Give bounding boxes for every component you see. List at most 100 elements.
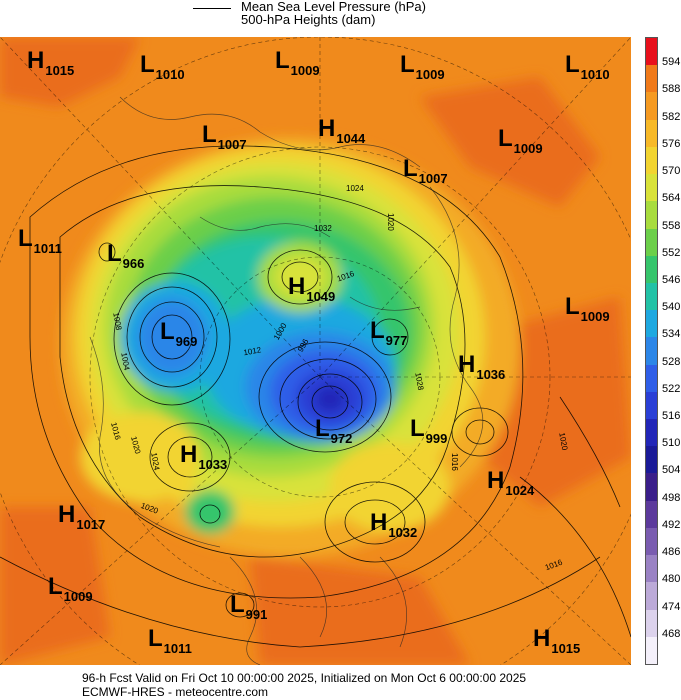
- high-pressure-label: H1015: [27, 47, 74, 78]
- pressure-center-value: 1044: [336, 131, 366, 146]
- colorbar-segment: [646, 228, 657, 257]
- colorbar-tick-label: 504: [662, 464, 681, 477]
- pressure-center-letter: L: [565, 51, 580, 78]
- coastlines: [89, 96, 484, 665]
- high-pressure-label: H1049: [288, 273, 335, 304]
- model-source: ECMWF-HRES - meteocentre.com: [82, 685, 269, 699]
- colorbar-segment: [646, 473, 657, 502]
- colorbar-segment: [646, 500, 657, 529]
- pressure-center-letter: H: [458, 351, 476, 378]
- low-pressure-label: L1009: [498, 125, 543, 156]
- high-pressure-label: H1033: [180, 441, 227, 472]
- pressure-center-letter: L: [410, 415, 425, 442]
- colorbar-tick-label: 468: [662, 627, 681, 640]
- low-pressure-label: L999: [410, 415, 447, 446]
- colorbar-tick-label: 546: [662, 273, 681, 286]
- contour-label: 1016: [450, 453, 459, 471]
- low-pressure-label: L1007: [202, 121, 247, 152]
- high-pressure-label: H1017: [58, 503, 105, 532]
- pressure-center-value: 1017: [76, 517, 106, 532]
- colorbar-segment: [646, 364, 657, 393]
- pressure-center-value: 1015: [45, 63, 75, 78]
- colorbar-segment: [646, 582, 657, 611]
- pressure-center-value: 1009: [513, 141, 543, 156]
- low-pressure-label: L1011: [18, 225, 62, 256]
- colorbar-tick-label: 552: [662, 246, 681, 259]
- colorbar-tick-label: 510: [662, 437, 681, 450]
- pressure-center-value: 1009: [580, 309, 610, 324]
- pressure-center-letter: L: [202, 121, 217, 148]
- colorbar-segment: [646, 92, 657, 121]
- pressure-center-value: 1009: [290, 63, 320, 78]
- colorbar-segment: [646, 527, 657, 556]
- contour-label: 1028: [413, 372, 425, 392]
- contour-label: 1020: [557, 432, 569, 452]
- colorbar-segment: [646, 337, 657, 366]
- pressure-center-value: 999: [425, 431, 448, 446]
- pressure-center-letter: L: [275, 47, 290, 74]
- pressure-center-value: 1033: [198, 457, 228, 472]
- pressure-center-letter: L: [565, 293, 580, 320]
- legend-500hpa-label: 500-hPa Heights (dam): [241, 12, 376, 27]
- colorbar-tick-label: 540: [662, 301, 681, 314]
- pressure-center-value: 1011: [33, 241, 62, 256]
- colorbar-segment: [646, 446, 657, 474]
- contour-label: 1032: [314, 224, 332, 233]
- low-pressure-label: L1009: [565, 293, 610, 324]
- pressure-center-letter: L: [148, 625, 163, 652]
- low-pressure-label: L969: [160, 318, 197, 349]
- colorbar-segment: [646, 419, 657, 447]
- colorbar-segment: [646, 119, 657, 148]
- contour-label: 1020: [386, 213, 395, 231]
- pressure-center-letter: L: [18, 225, 33, 252]
- pressure-center-letter: L: [370, 317, 385, 344]
- pressure-center-value: 991: [245, 607, 268, 622]
- colorbar-segment: [646, 282, 657, 311]
- low-pressure-label: L1010: [565, 51, 610, 82]
- high-pressure-label: H1044: [318, 117, 365, 146]
- pressure-center-letter: L: [498, 125, 513, 152]
- pressure-center-letter: H: [370, 509, 388, 536]
- pressure-center-value: 1009: [63, 589, 93, 604]
- colorbar-segment: [646, 174, 657, 202]
- pressure-center-value: 966: [122, 256, 145, 271]
- colorbar-tick-label: 498: [662, 491, 681, 504]
- lat-lon-grid: [0, 37, 631, 665]
- pressure-center-letter: H: [180, 441, 198, 468]
- pressure-center-value: 1036: [476, 367, 506, 382]
- colorbar-segment: [646, 391, 657, 420]
- pressure-center-value: 969: [175, 334, 198, 349]
- colorbar-tick-label: 522: [662, 382, 681, 395]
- colorbar-tick-label: 486: [662, 546, 681, 559]
- pressure-center-value: 1049: [306, 289, 336, 304]
- low-pressure-label: L1009: [48, 575, 93, 604]
- pressure-center-letter: H: [27, 47, 45, 74]
- low-pressure-label: L972: [315, 415, 352, 446]
- pressure-center-letter: L: [230, 591, 245, 618]
- high-pressure-label: H1015: [533, 625, 580, 656]
- pressure-center-letter: H: [487, 467, 505, 494]
- pressure-center-letter: H: [533, 625, 551, 652]
- colorbar: [645, 37, 658, 665]
- colorbar-tick-label: 576: [662, 137, 681, 150]
- colorbar-tick-label: 582: [662, 110, 681, 123]
- pressure-center-value: 1010: [155, 67, 185, 82]
- pressure-center-letter: L: [160, 318, 175, 345]
- contour-label: 1024: [149, 452, 161, 472]
- colorbar-tick-label: 534: [662, 328, 681, 341]
- pressure-center-value: 1015: [551, 641, 581, 656]
- colorbar-segment: [646, 555, 657, 583]
- pressure-center-value: 1010: [580, 67, 610, 82]
- colorbar-tick-label: 564: [662, 192, 681, 205]
- low-pressure-label: L1009: [275, 47, 320, 78]
- colorbar-segment: [646, 310, 657, 338]
- low-pressure-label: L991: [230, 591, 267, 622]
- low-pressure-label: L1010: [140, 53, 185, 82]
- colorbar-tick-label: 570: [662, 165, 681, 178]
- pressure-center-letter: H: [288, 273, 306, 300]
- colorbar-tick-label: 474: [662, 600, 681, 613]
- pressure-center-letter: L: [315, 415, 330, 442]
- colorbar-tick-label: 594: [662, 56, 681, 69]
- pressure-center-letter: L: [107, 240, 122, 267]
- contour-label: 1008: [111, 312, 123, 332]
